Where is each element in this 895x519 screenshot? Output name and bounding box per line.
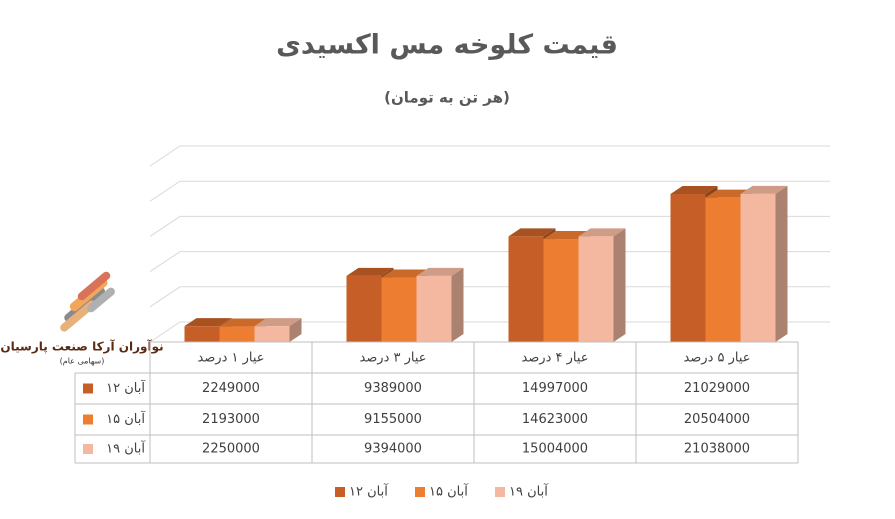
grid-line xyxy=(149,145,830,167)
bar-top xyxy=(184,318,232,327)
bar-side xyxy=(775,185,788,342)
bar xyxy=(381,277,417,342)
logo: نوآوران آرکا صنعت پارسیان (سهامی عام) xyxy=(0,271,164,366)
legend-swatch xyxy=(415,487,425,497)
logo-note: (سهامی عام) xyxy=(60,357,105,366)
series-name: ۱۵ آبان xyxy=(106,410,146,427)
table-value: 21038000 xyxy=(684,442,750,457)
bar xyxy=(670,193,706,342)
bar-side xyxy=(289,318,302,342)
bar-top xyxy=(346,267,394,276)
data-table: عیار ۱ درصد عیار ۳ درصد عیار ۴ درصد عیار ۵ … xyxy=(74,341,799,464)
table-value: 14997000 xyxy=(522,381,588,396)
table-value: 14623000 xyxy=(522,412,588,427)
bar xyxy=(705,197,741,342)
bar-top xyxy=(416,267,464,276)
bar-top xyxy=(508,228,556,237)
logo-name: نوآوران آرکا صنعت پارسیان xyxy=(0,339,163,355)
grid xyxy=(149,145,830,343)
bar-top xyxy=(578,228,626,237)
category-label: عیار ۵ درصد xyxy=(683,351,750,366)
bar xyxy=(578,236,614,342)
legend-swatch xyxy=(495,487,505,497)
bar xyxy=(508,236,544,342)
category-label: عیار ۱ درصد xyxy=(197,351,264,366)
bar-side xyxy=(613,228,626,342)
table-value: 9155000 xyxy=(364,412,422,427)
legend-label: ۱۵ آبان xyxy=(429,483,469,500)
bar-top xyxy=(219,318,267,327)
bar xyxy=(254,326,290,342)
bar xyxy=(416,275,452,342)
bar-top xyxy=(670,185,718,194)
legend-swatch xyxy=(83,414,93,425)
legend-swatch xyxy=(83,444,93,454)
table-value: 2193000 xyxy=(202,412,260,427)
plot xyxy=(184,185,788,342)
table-value: 2249000 xyxy=(202,381,260,396)
bar xyxy=(219,326,255,342)
table-value: 20504000 xyxy=(684,412,750,427)
legend-swatch xyxy=(83,383,93,394)
series-name: ۱۲ آبان xyxy=(106,379,146,396)
legend-label: ۱۲ آبان xyxy=(349,483,389,500)
grid-line xyxy=(149,215,830,237)
legend-label: ۱۹ آبان xyxy=(509,483,549,500)
table-value: 15004000 xyxy=(522,442,588,457)
bar xyxy=(346,275,382,342)
table-value: 2250000 xyxy=(202,442,260,457)
legend: ۱۲ آبان ۱۵ آبان ۱۹ آبان xyxy=(335,483,549,500)
series-name: ۱۹ آبان xyxy=(106,440,146,457)
bar xyxy=(543,239,579,342)
table-value: 21029000 xyxy=(684,381,750,396)
table-value: 9394000 xyxy=(364,442,422,457)
table-value: 9389000 xyxy=(364,381,422,396)
category-label: عیار ۴ درصد xyxy=(521,351,588,366)
category-label: عیار ۳ درصد xyxy=(359,351,426,366)
bar xyxy=(184,326,220,342)
bar-top xyxy=(740,185,788,194)
bar-side xyxy=(451,267,464,342)
legend-swatch xyxy=(335,487,345,497)
bar-top xyxy=(254,318,302,327)
chart-subtitle: (هر تن به تومان) xyxy=(384,89,510,107)
bar xyxy=(740,193,776,342)
bar-top xyxy=(381,269,429,278)
grid-line xyxy=(149,180,830,202)
chart-title: قیمت کلوخه مس اکسیدی xyxy=(276,30,618,61)
